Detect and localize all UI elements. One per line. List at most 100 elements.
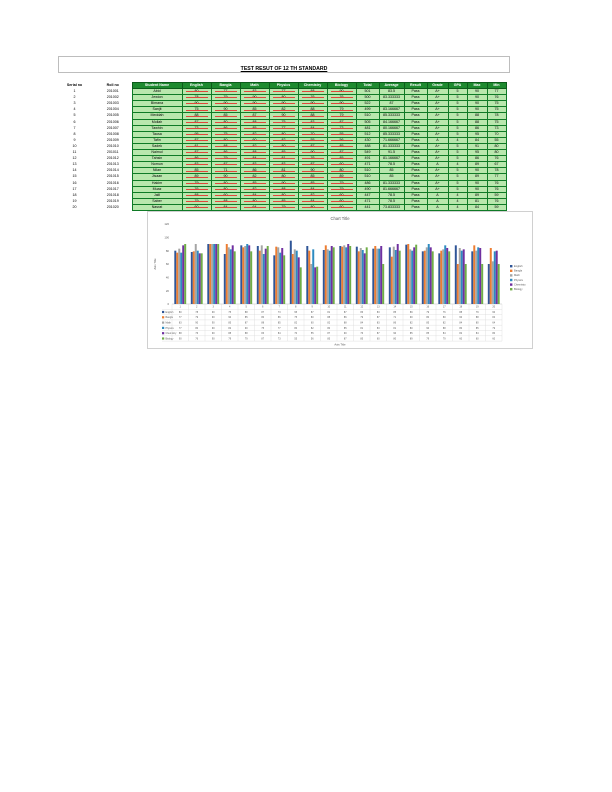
data-value: 90	[212, 332, 215, 335]
bar	[440, 250, 443, 304]
legend-key	[510, 269, 513, 272]
bar	[343, 245, 346, 304]
bar	[242, 247, 245, 304]
data-value: 80	[327, 327, 330, 330]
x-tick-label: 2	[196, 306, 198, 309]
table-row: 12 201012 Tahsin 86 79 84 81 76 85 491 81.166667 Pa…	[55, 155, 507, 163]
data-value: 90	[393, 332, 396, 335]
bar	[415, 244, 418, 304]
bar	[211, 244, 214, 304]
data-value: 86	[344, 316, 347, 319]
table-cell: 201002	[106, 95, 119, 100]
data-value: 87	[377, 332, 380, 335]
table-cell: 67	[486, 161, 507, 169]
bar	[266, 246, 269, 304]
data-value: 78	[195, 311, 198, 314]
table-row: 3 201003 Bimana 90 90 90 90 90 90 522 87 Pass A+ 5 90 7…	[55, 100, 507, 108]
legend-key	[510, 283, 513, 286]
table-row: 18 201018 Jalil 88 60 84 80 82 60 447 78.5 Pass A 4 89…	[55, 191, 507, 199]
data-value: 77	[278, 327, 281, 330]
data-value: 87	[245, 322, 248, 325]
data-value: 83	[377, 327, 380, 330]
table-cell: 2	[73, 95, 76, 100]
series-name: Biology	[166, 337, 175, 340]
x-tick-label: 18	[459, 306, 462, 309]
data-value: 80	[443, 316, 446, 319]
bar	[481, 264, 484, 304]
bar	[438, 253, 441, 304]
data-value: 87	[261, 311, 264, 314]
bar	[347, 244, 350, 304]
data-value: 79	[360, 316, 363, 319]
bar	[341, 246, 344, 304]
data-value: 82	[311, 327, 314, 330]
data-value: 60	[459, 337, 462, 340]
data-value: 88	[245, 332, 248, 335]
table-row: 7 201007 Tawhin 73 86 85 77 84 73 481 80.166667 Pas…	[55, 124, 507, 132]
data-value: 83	[179, 322, 182, 325]
x-tick-label: 5	[246, 306, 248, 309]
table-cell: 76	[486, 179, 507, 187]
data-value: 80	[195, 327, 198, 330]
data-value: 82	[410, 322, 413, 325]
table-cell: 201006	[106, 119, 119, 124]
data-value: 87	[311, 311, 314, 314]
x-tick-label: 8	[295, 306, 297, 309]
table-cell: 78	[486, 167, 507, 175]
bar	[349, 246, 352, 304]
table-row: 13 201013 Nomun 83 87 83 83 87 60 471 78.5 Pass A 4 89…	[55, 161, 507, 169]
bar	[273, 255, 276, 304]
y-tick-label: 40	[166, 276, 170, 280]
table-cell: 7	[73, 125, 76, 130]
bar	[477, 247, 480, 304]
table-row: 10 201010 Sadek 81 88 82 80 87 85 488 81.333333 Pas…	[55, 142, 507, 151]
table-cell: 6	[73, 119, 76, 124]
data-value: 88	[179, 332, 182, 335]
table-cell: 77	[486, 88, 507, 96]
bar	[196, 250, 199, 304]
table-cell: Pass	[403, 203, 428, 211]
data-value: 90	[179, 337, 182, 340]
table-cell: 15	[72, 174, 77, 179]
data-value: 88	[261, 322, 264, 325]
bar	[332, 247, 335, 304]
data-value: 79	[195, 316, 198, 319]
bar	[200, 253, 203, 304]
bar	[471, 251, 474, 304]
data-value: 71	[393, 316, 396, 319]
bar	[262, 254, 265, 304]
data-value: 87	[261, 337, 264, 340]
chart-title: Chart Title	[330, 216, 350, 221]
bar	[446, 248, 449, 304]
bar	[260, 245, 263, 304]
legend-key	[162, 332, 165, 335]
table-row: 9 201009 Tafin 87 80 60 82 55 56 430 71.666667 Pass…	[55, 136, 507, 144]
table-cell: 77	[486, 173, 507, 181]
data-value: 90	[212, 327, 215, 330]
table-row: 1 201001 Abid 80 77 83 77 88 90 501 83.5 Pass A+ 5 90 7…	[55, 88, 507, 96]
bar	[314, 267, 317, 304]
bar	[225, 244, 228, 304]
bar	[345, 247, 348, 304]
data-value: 80	[294, 327, 297, 330]
table-cell: 76	[486, 185, 507, 193]
column-header: Serial no	[66, 83, 83, 87]
table-cell: 201012	[106, 156, 119, 161]
bar	[184, 244, 187, 304]
data-value: 88	[443, 327, 446, 330]
table-cell: 80	[297, 203, 328, 211]
data-value: 85	[410, 332, 413, 335]
data-value: 81	[360, 327, 363, 330]
table-cell: 4	[73, 107, 76, 112]
data-value: 73	[278, 337, 281, 340]
data-value: 89	[410, 311, 413, 314]
bar	[442, 249, 445, 304]
bar	[462, 249, 465, 304]
bar	[240, 245, 243, 304]
data-value: 55	[294, 337, 297, 340]
x-tick-label: 12	[360, 306, 363, 309]
series-name: English	[166, 311, 175, 314]
bar	[207, 244, 210, 304]
table-cell: 80	[486, 142, 507, 151]
